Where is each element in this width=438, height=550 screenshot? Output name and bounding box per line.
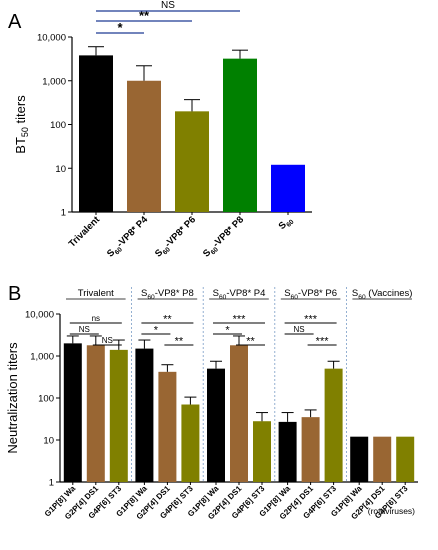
group-header-sub: 60	[291, 294, 299, 301]
bar	[158, 371, 177, 482]
x-category-label-rest: -VP8* P4	[115, 214, 151, 250]
group-header-main: S	[213, 288, 219, 299]
bar	[230, 345, 248, 482]
y-tick-label: 1	[61, 208, 66, 219]
bar	[175, 111, 209, 212]
group-header-main: Trivalent	[78, 288, 114, 299]
significance-label: ***	[304, 314, 318, 326]
x-category-label: S60	[277, 214, 296, 233]
bar	[86, 345, 105, 482]
significance-label: **	[163, 314, 172, 326]
group-header-rest: -VP8* P4	[226, 288, 265, 299]
group-header-sub: 60	[147, 294, 155, 301]
y-tick-label: 1,000	[42, 76, 66, 87]
significance-label: ***	[233, 314, 247, 326]
y-tick-label: 1	[49, 478, 54, 489]
y-tick-label: 100	[38, 394, 54, 405]
significance-label: **	[246, 336, 255, 348]
bar	[135, 348, 154, 482]
y-axis-label: Neutralization titers	[5, 342, 20, 454]
group-header-sub: 60	[358, 294, 366, 301]
significance-label: ns	[92, 314, 100, 323]
bar	[278, 421, 297, 482]
y-axis-label: BT50 titers	[13, 95, 30, 154]
group-header: S60 (Vaccines)	[352, 288, 413, 301]
bar	[79, 55, 113, 213]
significance-label: NS	[79, 325, 90, 334]
x-category-label-sub: 60	[285, 218, 295, 228]
x-category-label-sub: 60	[114, 246, 124, 256]
y-tick-label: 10	[43, 436, 54, 447]
group-header-rest: (Vaccines)	[366, 288, 413, 299]
y-tick-label: 10	[55, 164, 66, 175]
significance-label: NS	[161, 0, 175, 11]
x-category-label-main: Trivalent	[67, 214, 103, 250]
y-axis-label-sub: 50	[20, 127, 30, 137]
y-tick-label: 10,000	[25, 310, 54, 321]
bar	[127, 80, 161, 212]
significance-label: **	[175, 336, 184, 348]
significance-label: NS	[102, 336, 113, 345]
bar	[396, 436, 415, 482]
bar	[109, 349, 128, 482]
group-header: S60-VP8* P4	[213, 288, 266, 301]
y-axis-label-rest: titers	[13, 95, 28, 127]
x-category-label: S60-VP8* P4	[105, 214, 152, 261]
significance-label: **	[139, 8, 150, 23]
panel-b-label: B	[8, 283, 21, 305]
group-header-main: S	[284, 288, 290, 299]
panel-a-label: A	[8, 11, 22, 33]
x-category-label: S60-VP8* P8	[201, 214, 248, 261]
x-category-label-rest: -VP8* P8	[211, 214, 246, 249]
group-header-main: S	[141, 288, 147, 299]
bar	[373, 436, 392, 482]
significance-label: ***	[316, 336, 330, 348]
bar	[350, 436, 369, 482]
group-header: S60-VP8* P6	[284, 288, 337, 301]
group-header-rest: -VP8* P8	[155, 288, 194, 299]
y-axis-label-main: BT	[13, 137, 28, 154]
bar	[223, 58, 257, 212]
bar	[301, 417, 320, 482]
x-annotation: (rotaviruses)	[368, 506, 415, 516]
bar	[207, 368, 225, 482]
group-header-main: S	[352, 288, 358, 299]
x-category-label-rest: -VP8* P6	[163, 214, 198, 249]
x-category-label: S60-VP8* P6	[153, 214, 200, 261]
group-header: Trivalent	[78, 288, 114, 299]
y-tick-label: 1,000	[30, 352, 54, 363]
x-category-label-sub: 60	[162, 246, 172, 256]
x-category-label-sub: 60	[210, 246, 220, 256]
significance-label: NS	[294, 325, 305, 334]
bar	[324, 368, 343, 482]
x-category-label: Trivalent	[67, 214, 103, 250]
significance-label: *	[154, 325, 159, 337]
group-header-sub: 60	[219, 294, 227, 301]
group-header: S60-VP8* P8	[141, 288, 194, 301]
significance-label: *	[225, 325, 230, 337]
bar	[271, 164, 305, 212]
panel-b-grouped-bar-chart: B 1 10 100 1,000 10,000 Neutralization titers…	[5, 283, 418, 521]
bar	[253, 421, 271, 482]
group-header-rest: -VP8* P6	[298, 288, 337, 299]
significance-label: *	[117, 20, 123, 35]
bar	[181, 404, 200, 482]
y-tick-label: 100	[50, 120, 66, 131]
bar	[63, 343, 82, 482]
y-tick-label: 10,000	[37, 33, 66, 44]
